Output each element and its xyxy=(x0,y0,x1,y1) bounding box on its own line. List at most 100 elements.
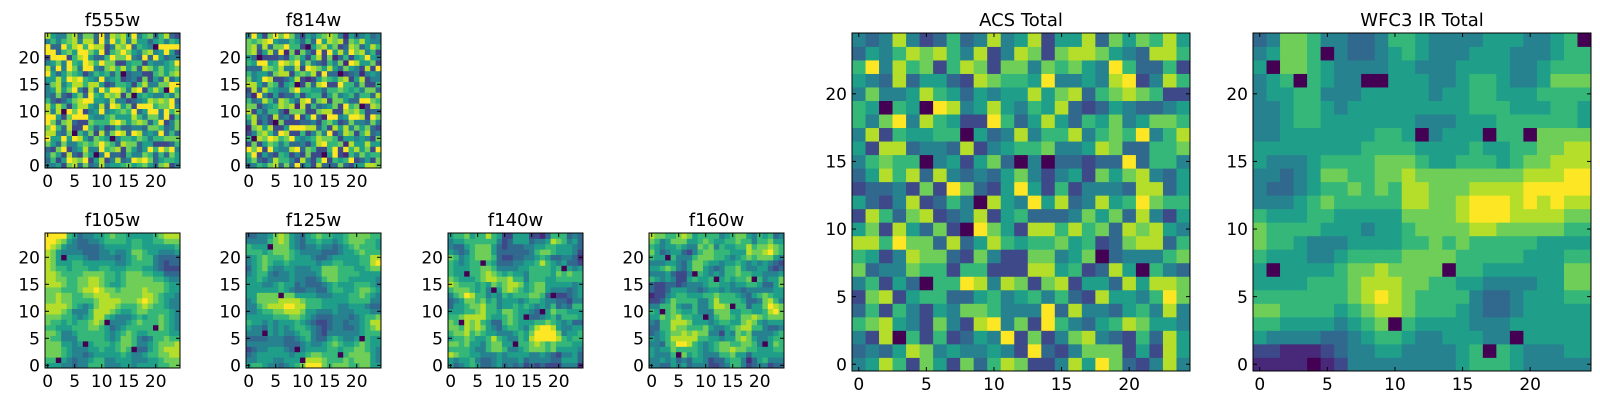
heatmap-cell xyxy=(1523,208,1538,223)
heatmap-cell xyxy=(50,70,57,77)
heatmap-cell xyxy=(1054,316,1069,331)
heatmap-cell xyxy=(1253,262,1267,277)
heatmap-cell xyxy=(104,346,111,353)
heatmap-cell xyxy=(1135,60,1150,74)
heatmap-cell xyxy=(1108,195,1123,210)
heatmap-cell xyxy=(251,60,258,66)
heatmap-cell xyxy=(294,303,301,309)
y-tick-label: 5 xyxy=(432,329,443,349)
heatmap-cell xyxy=(348,287,355,293)
heatmap-cell xyxy=(77,103,84,109)
heatmap-cell xyxy=(163,60,170,66)
heatmap-cell xyxy=(45,92,51,99)
heatmap-cell xyxy=(289,87,295,93)
heatmap-cell xyxy=(464,233,470,239)
heatmap-cell xyxy=(343,346,349,353)
heatmap-cell xyxy=(120,54,127,61)
heatmap-cell xyxy=(337,319,344,326)
heatmap-cell xyxy=(670,324,677,331)
heatmap-cell xyxy=(719,292,725,299)
heatmap-cell xyxy=(174,319,181,326)
heatmap-cell xyxy=(77,243,84,250)
heatmap-cell xyxy=(724,341,731,347)
heatmap-cell xyxy=(251,346,258,353)
heatmap-cell xyxy=(649,292,655,299)
heatmap-cell xyxy=(556,314,562,320)
heatmap-cell xyxy=(93,357,100,363)
heatmap-cell xyxy=(273,281,279,288)
heatmap-cell xyxy=(327,249,333,255)
heatmap-cell xyxy=(300,49,306,55)
heatmap-cell xyxy=(1496,181,1511,196)
heatmap-cell xyxy=(1550,276,1565,291)
heatmap-cell xyxy=(163,162,170,169)
heatmap-cell xyxy=(523,292,530,299)
heatmap-cell xyxy=(1523,357,1538,372)
heatmap-cell xyxy=(305,254,312,261)
heatmap-cell xyxy=(550,265,557,272)
heatmap-cell xyxy=(1027,316,1042,331)
heatmap-cell xyxy=(670,362,677,369)
heatmap-cell xyxy=(566,281,573,288)
heatmap-cell xyxy=(158,362,165,369)
heatmap-cell xyxy=(174,292,181,299)
heatmap-cell xyxy=(348,81,355,88)
heatmap-cell xyxy=(273,276,279,282)
heatmap-cell xyxy=(126,108,132,115)
heatmap-cell xyxy=(289,157,295,163)
heatmap-cell xyxy=(354,60,360,66)
heatmap-cell xyxy=(545,341,551,347)
heatmap-cell xyxy=(93,70,100,77)
heatmap-cell xyxy=(757,314,763,320)
heatmap-cell xyxy=(735,341,742,347)
heatmap-cell xyxy=(267,146,274,153)
heatmap-cell xyxy=(676,314,682,320)
heatmap-cell xyxy=(359,335,366,342)
heatmap-cell xyxy=(550,314,557,320)
heatmap-cell xyxy=(1577,303,1592,318)
heatmap-cell xyxy=(740,254,747,261)
heatmap-cell xyxy=(55,70,62,77)
heatmap-cell xyxy=(919,46,934,61)
heatmap-cell xyxy=(757,281,763,288)
heatmap-cell xyxy=(1108,343,1123,358)
heatmap-cell xyxy=(278,249,285,255)
heatmap-cell xyxy=(946,222,961,237)
heatmap-cell xyxy=(169,151,175,158)
heatmap-cell xyxy=(246,65,252,72)
heatmap-cell xyxy=(99,303,105,309)
heatmap-cell xyxy=(273,335,279,342)
heatmap-cell xyxy=(273,141,279,147)
heatmap-cell xyxy=(1361,330,1376,345)
heatmap-cell xyxy=(337,276,344,282)
heatmap-cell xyxy=(1442,303,1457,318)
heatmap-cell xyxy=(337,33,344,39)
heatmap-cell xyxy=(158,87,165,93)
heatmap-cell xyxy=(267,287,274,293)
heatmap-cell xyxy=(289,151,295,158)
heatmap-cell xyxy=(354,54,360,61)
heatmap-cell xyxy=(289,65,295,72)
heatmap-cell xyxy=(131,146,138,153)
heatmap-cell xyxy=(327,141,333,147)
heatmap-cell xyxy=(735,308,742,315)
heatmap-cell xyxy=(676,351,682,358)
heatmap-cell xyxy=(1307,262,1321,277)
heatmap-cell xyxy=(719,351,725,358)
heatmap-cell xyxy=(294,254,301,261)
heatmap-cell xyxy=(566,324,573,331)
heatmap-cell xyxy=(321,38,328,45)
heatmap-cell xyxy=(469,346,476,353)
heatmap-cell xyxy=(251,124,258,131)
heatmap-cell xyxy=(545,314,551,320)
heatmap-cell xyxy=(305,362,312,369)
heatmap-cell xyxy=(251,303,258,309)
heatmap-cell xyxy=(502,260,508,266)
heatmap-cell xyxy=(61,70,67,77)
heatmap-cell xyxy=(507,249,514,255)
heatmap-cell xyxy=(458,254,465,261)
heatmap-cell xyxy=(158,60,165,66)
heatmap-cell xyxy=(359,60,366,66)
heatmap-cell xyxy=(545,233,551,239)
heatmap-cell xyxy=(359,146,366,153)
